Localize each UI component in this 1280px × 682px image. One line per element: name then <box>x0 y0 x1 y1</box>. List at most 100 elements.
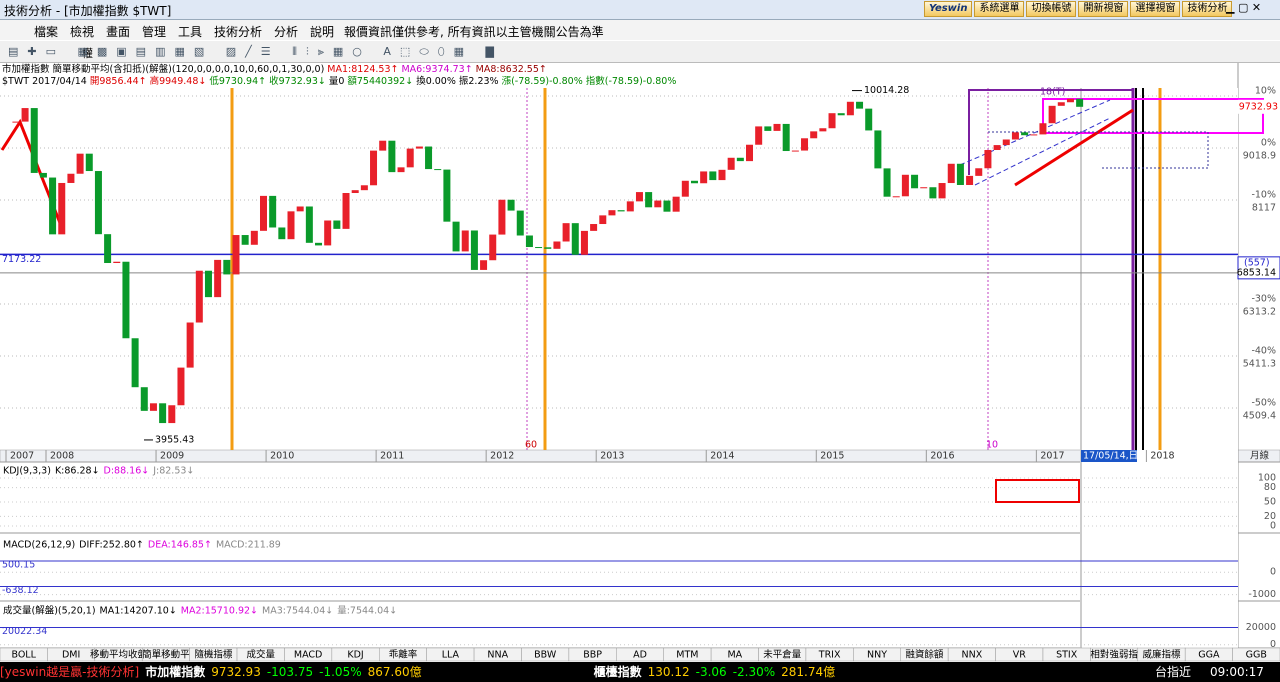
tab-label[interactable]: 隨機指標 <box>194 649 233 661</box>
tab-label[interactable]: 成交量 <box>246 649 275 661</box>
menu-item[interactable]: 檔案 <box>34 25 59 39</box>
y-tick-label: 4509.4 <box>1243 410 1276 421</box>
tab-label[interactable]: BOLL <box>11 650 36 661</box>
tab-label[interactable]: NNY <box>867 650 887 661</box>
panel-label: D:88.16↓ <box>104 466 150 477</box>
window-button[interactable]: 切換帳號 <box>1026 1 1077 17</box>
candle <box>736 157 744 162</box>
menu-item[interactable]: 畫面 <box>106 25 131 39</box>
ref-label: 6853.14 <box>1237 267 1276 278</box>
tab-label[interactable]: BBW <box>534 650 557 661</box>
window-button[interactable]: 選擇視窗 <box>1130 1 1181 17</box>
candle <box>1066 98 1074 103</box>
tab-label[interactable]: 未平倉量 <box>763 649 802 661</box>
candle <box>956 163 964 185</box>
panel-title: 成交量(解盤)(5,20,1) <box>3 605 96 617</box>
tab-label[interactable]: BBP <box>583 650 602 661</box>
box-dashed <box>988 131 1209 169</box>
menu-item[interactable]: 技術分析 <box>214 25 263 39</box>
window-button[interactable]: 技術分析 <box>1182 1 1233 17</box>
tab-label[interactable]: DMI <box>62 650 80 661</box>
tab-label[interactable]: 相對強弱指 <box>1090 649 1138 661</box>
candle <box>58 182 66 235</box>
candle <box>67 173 75 183</box>
candle <box>975 168 983 176</box>
tab-label[interactable]: MACD <box>294 650 322 661</box>
window-buttons: Yeswin 系統選單 切換帳號 開新視窗 選擇視窗 技術分析 <box>922 1 1233 17</box>
futures: 台指近 <box>1155 665 1192 679</box>
quote-item: -2.30% <box>732 665 776 679</box>
window-button[interactable]: 系統選單 <box>974 1 1025 17</box>
candle <box>214 259 222 298</box>
candle <box>608 210 616 216</box>
tab-label[interactable]: 簡單移動平 <box>142 649 190 661</box>
highlight-box <box>995 479 1080 503</box>
candle <box>94 171 102 235</box>
tab-label[interactable]: 威廉指標 <box>1142 649 1181 661</box>
panel-label: DIFF:252.80↑ <box>79 540 144 551</box>
y-tick-label: 50 <box>1264 497 1276 508</box>
y-tick-label: 0 <box>1270 521 1276 532</box>
quote-item: 867.60億 <box>367 665 422 679</box>
tab-label[interactable]: AD <box>633 650 647 661</box>
candle <box>626 201 634 212</box>
trend-line <box>0 118 64 229</box>
candle <box>76 153 84 174</box>
menu-notice: 報價資訊僅供參考, 所有資訊以主管機關公告為準 <box>344 25 604 39</box>
tab-label[interactable]: STIX <box>1056 650 1078 661</box>
menu-item[interactable]: 管理 <box>142 25 167 39</box>
window-button[interactable]: Yeswin <box>924 1 973 17</box>
candle <box>984 149 992 169</box>
candle <box>342 193 350 229</box>
menu-item[interactable]: 工具 <box>178 25 203 39</box>
tab-label[interactable]: KDJ <box>347 650 363 661</box>
candle <box>535 247 543 249</box>
candle <box>406 148 414 168</box>
tab-label[interactable]: GGA <box>1198 650 1220 661</box>
y-tick-label: 8117 <box>1252 202 1276 213</box>
candle <box>553 241 561 249</box>
candle <box>443 169 451 222</box>
candle <box>1021 132 1029 136</box>
candle <box>846 101 854 116</box>
candle <box>259 195 267 231</box>
tab-label[interactable]: 乖離率 <box>389 649 418 661</box>
candle <box>782 123 790 152</box>
tab-label[interactable]: LLA <box>442 650 460 661</box>
candle <box>993 145 1001 150</box>
candle <box>370 150 378 186</box>
tab-label[interactable]: GGB <box>1246 650 1267 661</box>
chart-header: 市加權指數 簡單移動平均(含扣抵)(解盤)(120,0,0,0,0,10,0,6… <box>2 64 679 88</box>
menu-bar: 檔案 檢視 畫面 管理 工具 技術分析 分析 說明 報價資訊僅供參考, 所有資訊以主管機關公告為… <box>0 20 1280 40</box>
tab-label[interactable]: NNX <box>961 650 982 661</box>
toolbar-label[interactable]: 權 <box>82 47 93 60</box>
tab-label[interactable]: 融資餘額 <box>905 649 944 661</box>
tab-label[interactable]: TRIX <box>818 650 841 661</box>
candle <box>104 234 112 264</box>
candle <box>773 123 781 131</box>
header-item: 額75440392↓ <box>347 76 414 87</box>
menu-item[interactable]: 分析 <box>274 25 299 39</box>
tab-label[interactable]: 移動平均收盤 <box>90 649 148 661</box>
window-controls[interactable]: ▁ ▢ ✕ <box>1226 1 1262 14</box>
candle <box>1030 134 1038 136</box>
menu-item[interactable]: 說明 <box>310 25 335 39</box>
candle <box>746 144 754 162</box>
header-item: 市加權指數 簡單移動平均(含扣抵)(解盤)(120,0,0,0,0,10,0,6… <box>2 64 325 75</box>
header-item: 指數(-78.59)-0.80% <box>585 76 677 87</box>
menu-item[interactable]: 檢視 <box>70 25 95 39</box>
panel-title: MACD(26,12,9) <box>3 540 75 551</box>
toolbar-icons[interactable]: ▤✚▭ ▦▩▣▤▥▦▧ ▨╱☰ ⦀⫶⫸▦○ A⬚⬭⬯▦ ▇ <box>8 45 503 58</box>
candle <box>966 175 974 185</box>
tab-label[interactable]: MTM <box>676 650 698 661</box>
x-tick-label: 2015 <box>820 451 844 462</box>
tab-label[interactable]: VR <box>1013 650 1026 661</box>
x-tick-label: 2016 <box>930 451 954 462</box>
candle <box>801 138 809 151</box>
candle <box>333 220 341 229</box>
window-button[interactable]: 開新視窗 <box>1078 1 1129 17</box>
tab-label[interactable]: MA <box>727 650 742 661</box>
tab-label[interactable]: NNA <box>487 650 508 661</box>
header-item: 低9730.94↑ <box>209 76 267 87</box>
header-item: 收9732.93↓ <box>269 76 326 87</box>
